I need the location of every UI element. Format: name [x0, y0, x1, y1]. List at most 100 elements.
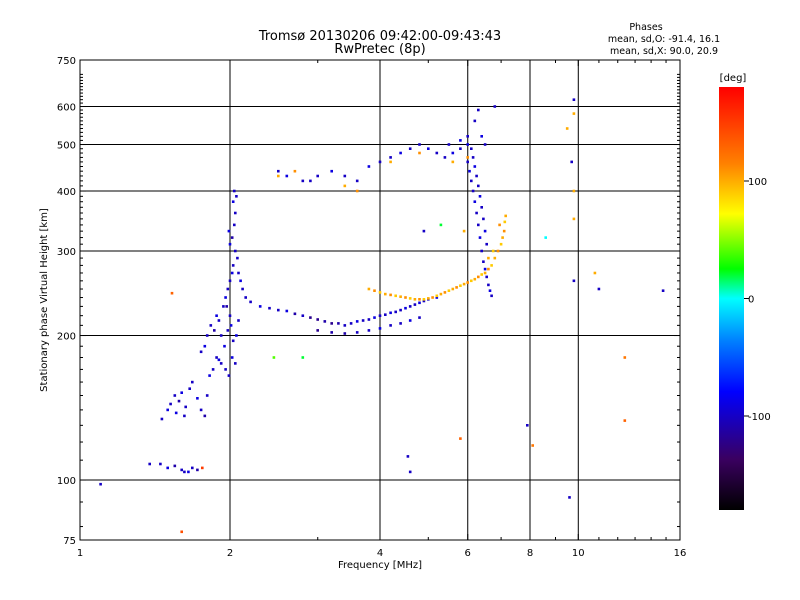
data-point: [228, 279, 232, 283]
data-point: [491, 249, 495, 253]
data-point: [572, 279, 576, 283]
data-point: [568, 496, 571, 499]
data-point: [389, 160, 392, 164]
colorbar-ticks: 100 0 -100: [744, 177, 771, 423]
data-point: [570, 160, 573, 164]
data-point: [418, 143, 421, 146]
data-point: [470, 279, 473, 283]
data-point: [483, 143, 487, 146]
data-point: [173, 464, 177, 468]
y-tick-label: 500: [57, 141, 76, 152]
data-point: [316, 329, 319, 332]
data-point: [293, 312, 297, 316]
data-point: [422, 298, 426, 301]
data-point: [408, 305, 412, 308]
data-point: [451, 287, 455, 291]
data-point: [231, 339, 235, 343]
data-point: [485, 275, 488, 279]
data-point: [183, 470, 186, 474]
axis-ticks: 1 2 4 6 8 10 16 75 100 200 300 400 500 600 750: [57, 56, 686, 559]
data-point: [399, 151, 402, 155]
data-point: [451, 160, 455, 164]
data-point: [422, 299, 426, 303]
data-point: [427, 297, 430, 300]
data-point: [230, 236, 234, 239]
data-point: [196, 468, 199, 472]
data-point: [231, 200, 235, 203]
data-point: [483, 271, 487, 275]
data-point: [183, 414, 186, 418]
data-point: [337, 322, 340, 325]
data-point: [237, 271, 240, 275]
colorbar-tick-label: 100: [748, 177, 767, 188]
data-point: [234, 249, 237, 253]
colorbar-label: [deg]: [720, 73, 747, 84]
data-point: [389, 324, 392, 327]
data-point: [502, 229, 506, 233]
data-point: [272, 356, 276, 359]
data-point: [343, 324, 347, 327]
data-point: [173, 394, 177, 397]
data-point: [408, 297, 412, 300]
data-point: [490, 294, 493, 298]
data-point: [188, 387, 191, 390]
data-point: [277, 308, 280, 312]
data-point: [482, 260, 485, 263]
data-point: [466, 156, 469, 159]
data-point: [343, 332, 347, 335]
data-point: [422, 229, 426, 233]
data-point: [293, 169, 297, 173]
data-point: [234, 362, 237, 365]
data-point: [177, 399, 181, 403]
data-point: [268, 306, 271, 310]
data-point: [427, 147, 430, 150]
x-tick-label: 16: [674, 548, 687, 559]
data-point: [475, 174, 478, 178]
data-point: [224, 368, 227, 371]
data-point: [234, 211, 237, 215]
data-point: [572, 98, 576, 101]
y-tick-label: 750: [57, 56, 76, 67]
data-point: [196, 397, 199, 400]
data-point: [593, 271, 597, 275]
data-point: [222, 305, 225, 308]
data-point: [215, 314, 218, 317]
data-point: [404, 306, 407, 310]
data-point: [493, 256, 497, 260]
data-point: [180, 391, 183, 394]
data-point: [330, 322, 333, 325]
data-point: [408, 470, 412, 474]
data-point: [277, 174, 280, 178]
data-point: [226, 329, 230, 332]
data-point: [435, 151, 439, 155]
data-point: [226, 287, 230, 291]
data-point: [661, 289, 665, 292]
data-point: [413, 303, 417, 306]
data-point: [239, 279, 242, 283]
data-point: [159, 462, 162, 466]
data-point: [418, 298, 421, 301]
stats-line-o: mean, sd,O: -91.4, 16.1: [608, 34, 720, 45]
data-point: [480, 206, 483, 209]
data-point: [309, 316, 312, 319]
data-point: [201, 466, 204, 470]
data-point: [184, 405, 187, 409]
data-point: [258, 305, 262, 308]
data-point: [572, 112, 576, 115]
data-point: [367, 287, 371, 291]
data-point: [459, 284, 462, 287]
data-point: [470, 179, 473, 183]
data-point: [309, 179, 312, 183]
data-point: [473, 165, 477, 168]
data-point: [447, 289, 451, 292]
data-point: [170, 291, 174, 295]
data-point: [394, 310, 397, 314]
data-points: [99, 98, 665, 534]
data-point: [565, 127, 569, 130]
data-point: [384, 292, 387, 296]
data-point: [199, 350, 203, 354]
data-point: [406, 455, 410, 458]
data-point: [487, 256, 490, 260]
data-point: [330, 169, 333, 173]
